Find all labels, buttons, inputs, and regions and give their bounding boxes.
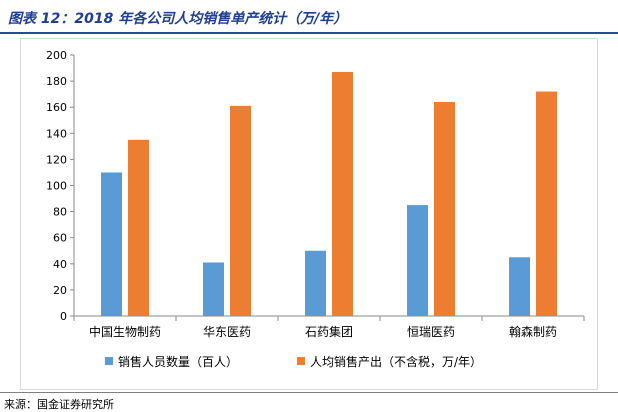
- bar-sales-staff: [509, 257, 530, 316]
- x-tick-label: 华东医药: [203, 325, 251, 339]
- y-tick-label: 180: [46, 75, 67, 88]
- y-tick-label: 40: [53, 258, 67, 271]
- y-tick-label: 100: [46, 180, 67, 193]
- legend-label: 销售人员数量（百人）: [118, 354, 238, 369]
- legend-swatch: [105, 357, 113, 365]
- y-tick-label: 160: [46, 101, 67, 114]
- bar-sales-staff: [101, 172, 122, 316]
- y-tick-label: 120: [46, 153, 67, 166]
- y-tick-label: 20: [53, 284, 67, 297]
- x-tick-label: 石药集团: [305, 324, 353, 339]
- y-tick-label: 0: [60, 310, 67, 323]
- bar-sales-output: [230, 105, 251, 317]
- legend-label: 人均销售产出（不含税，万/年）: [310, 354, 482, 369]
- source-note: 来源：国金证券研究所: [4, 398, 114, 411]
- legend-swatch: [297, 357, 305, 365]
- source-bar: 来源：国金证券研究所: [0, 392, 618, 411]
- x-tick-label: 中国生物制药: [89, 324, 161, 339]
- y-tick-label: 80: [53, 206, 67, 219]
- chart-frame: 0 20 40 60 80 100 120 140 160 180 200 中国生物制药 华东医药 石药集…: [20, 38, 598, 390]
- bar-sales-output: [332, 71, 353, 316]
- title-bar: 图表 12：2018 年各公司人均销售单产统计（万/年）: [0, 0, 618, 34]
- bar-sales-output: [128, 139, 149, 316]
- bar-chart: 0 20 40 60 80 100 120 140 160 180 200 中国生物制药 华东医药 石药集…: [46, 49, 585, 369]
- chart-title: 图表 12：2018 年各公司人均销售单产统计（万/年）: [8, 11, 348, 27]
- bar-sales-output: [434, 101, 455, 316]
- bar-sales-staff: [203, 262, 224, 316]
- bar-sales-staff: [407, 205, 428, 316]
- bar-sales-staff: [305, 250, 326, 316]
- bar-sales-output: [536, 91, 557, 316]
- y-tick-label: 200: [46, 49, 67, 62]
- y-tick-label: 140: [46, 127, 67, 140]
- x-tick-label: 恒瑞医药: [407, 325, 455, 339]
- y-tick-label: 60: [53, 232, 67, 245]
- x-tick-label: 翰森制药: [509, 324, 557, 339]
